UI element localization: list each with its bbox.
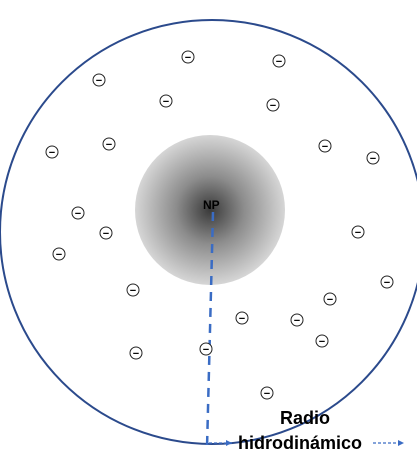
negative-ion-sign: − <box>370 153 376 165</box>
negative-ion <box>181 50 195 64</box>
radius-label-line2: hidrodinámico <box>238 433 362 453</box>
negative-ion-sign: − <box>384 277 390 289</box>
negative-ion <box>52 247 66 261</box>
negative-ion-sign: − <box>264 388 270 400</box>
negative-ion-sign: − <box>327 294 333 306</box>
negative-ion <box>366 151 380 165</box>
negative-ion <box>272 54 286 68</box>
negative-ion <box>266 98 280 112</box>
negative-ion-sign: − <box>355 227 361 239</box>
negative-ion <box>323 292 337 306</box>
negative-ion <box>126 283 140 297</box>
negative-ion <box>260 386 274 400</box>
negative-ion-sign: − <box>56 249 62 261</box>
negative-ion-sign: − <box>106 139 112 151</box>
negative-ion <box>380 275 394 289</box>
negative-ion-sign: − <box>203 344 209 356</box>
negative-ion <box>159 94 173 108</box>
radius-arrowhead-left <box>226 440 232 446</box>
negative-ion-sign: − <box>49 147 55 159</box>
negative-ion-sign: − <box>239 313 245 325</box>
negative-ion <box>315 334 329 348</box>
negative-ion <box>351 225 365 239</box>
negative-ion-sign: − <box>75 208 81 220</box>
negative-ion-sign: − <box>96 75 102 87</box>
negative-ion-sign: − <box>130 285 136 297</box>
negative-ion-sign: − <box>185 52 191 64</box>
negative-ion <box>290 313 304 327</box>
negative-ion <box>99 226 113 240</box>
negative-ion-sign: − <box>322 141 328 153</box>
negative-ion-sign: − <box>270 100 276 112</box>
negative-ion-sign: − <box>319 336 325 348</box>
nanoparticle-label: NP <box>203 198 220 212</box>
negative-ion <box>199 342 213 356</box>
negative-ion <box>318 139 332 153</box>
ion-group: − − − − − − − − − − − − − − − − − − − − − − <box>45 50 394 400</box>
negative-ion <box>235 311 249 325</box>
negative-ion <box>102 137 116 151</box>
hydrodynamic-sphere-outline <box>0 19 417 445</box>
negative-ion-sign: − <box>276 56 282 68</box>
radius-dashed-line <box>205 211 215 449</box>
negative-ion <box>129 346 143 360</box>
negative-ion-sign: − <box>103 228 109 240</box>
negative-ion-sign: − <box>294 315 300 327</box>
negative-ion-sign: − <box>133 348 139 360</box>
negative-ion <box>71 206 85 220</box>
negative-ion-sign: − <box>163 96 169 108</box>
negative-ion <box>45 145 59 159</box>
nanoparticle-core <box>135 135 285 285</box>
radius-label-line1: Radio <box>280 408 330 428</box>
radius-arrowhead-right <box>398 440 404 446</box>
negative-ion <box>92 73 106 87</box>
